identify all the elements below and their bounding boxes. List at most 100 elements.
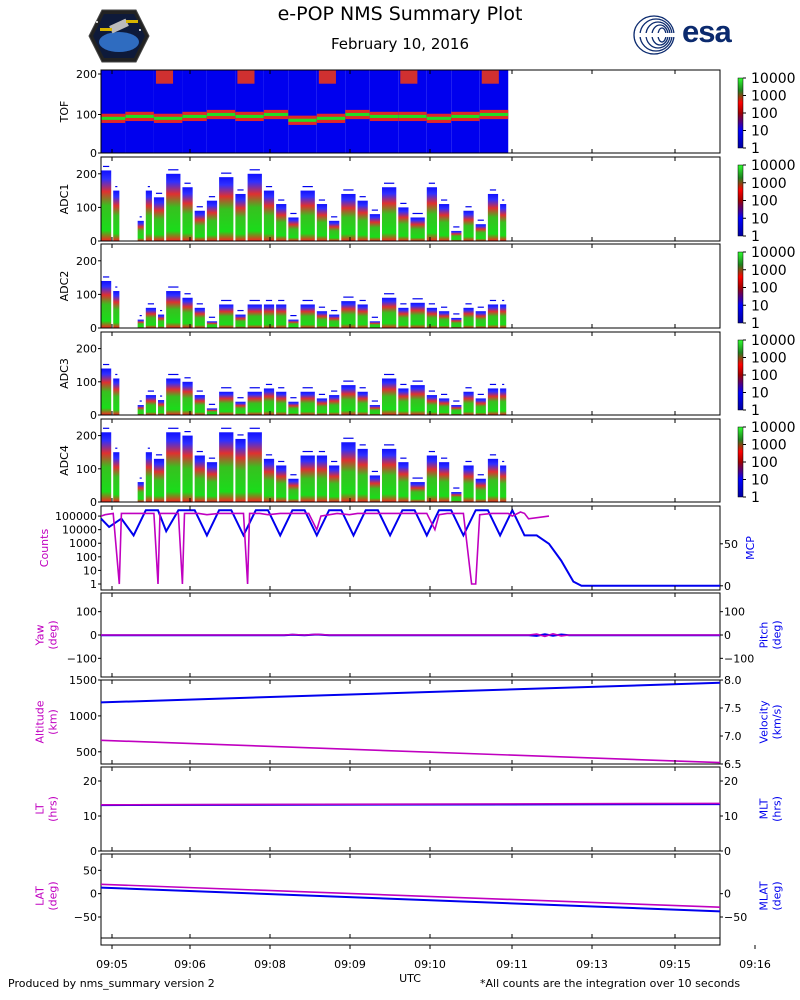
adc2-bar bbox=[182, 297, 193, 328]
adc2-bar bbox=[276, 304, 287, 328]
tof-block bbox=[288, 70, 317, 153]
adc4-bar bbox=[316, 455, 328, 502]
adc4-bar bbox=[398, 462, 409, 502]
lt-mlt-left-tick-label: 10 bbox=[83, 810, 97, 823]
tof-band-core bbox=[101, 116, 126, 120]
lt-mlt-right-label: MLT (hrs) bbox=[758, 796, 784, 822]
adc1-y-tick-label: 200 bbox=[76, 168, 97, 181]
adc2-bar bbox=[475, 311, 486, 328]
tof-band-core bbox=[451, 114, 480, 118]
lat-mlat-left-label: LAT (deg) bbox=[34, 881, 60, 910]
adc3-bar bbox=[475, 398, 486, 415]
adc1-bar bbox=[463, 210, 474, 241]
adc3-bar bbox=[101, 368, 112, 415]
adc3-bar bbox=[288, 401, 299, 415]
colorbar-tick-label: 10000 bbox=[751, 420, 796, 436]
adc3-bar bbox=[137, 405, 144, 415]
lt-mlt-right-tick-label: 10 bbox=[724, 810, 738, 823]
adc2-bar bbox=[316, 311, 328, 328]
altitude-velocity-left-label: Altitude (km) bbox=[34, 700, 60, 743]
yaw-pitch-left-tick-label: 100 bbox=[76, 606, 97, 619]
tof-block bbox=[153, 70, 183, 153]
tof-spike bbox=[237, 70, 255, 84]
tof-band-core bbox=[369, 114, 399, 118]
tof-band-core bbox=[153, 116, 183, 120]
adc1-bar bbox=[182, 187, 193, 241]
adc2-bar bbox=[426, 307, 438, 328]
svg-text:ADC3: ADC3 bbox=[58, 358, 71, 389]
adc1-bar bbox=[101, 170, 112, 241]
lat-mlat-left-series bbox=[100, 883, 721, 908]
colorbar-tick-label: 100 bbox=[751, 455, 778, 471]
lat-mlat-right-tick-label: 0 bbox=[724, 888, 731, 901]
adc4-bar bbox=[153, 458, 165, 502]
lt-mlt-right-tick-label: 20 bbox=[724, 775, 738, 788]
adc4-bar bbox=[194, 455, 205, 502]
adc3-bar bbox=[410, 385, 425, 415]
adc4-bar bbox=[276, 465, 287, 502]
adc4-bar bbox=[463, 465, 474, 502]
esa-logo-text: esa bbox=[682, 14, 732, 49]
colorbar-tick-label: 1 bbox=[751, 403, 760, 419]
altitude-velocity-left-tick-label: 1500 bbox=[69, 674, 97, 687]
adc4-bar bbox=[247, 432, 262, 502]
adc2-bar bbox=[463, 307, 474, 328]
adc4-bar bbox=[219, 432, 234, 502]
altitude-velocity-panel-frame bbox=[100, 679, 721, 765]
colorbar-tick-label: 10000 bbox=[751, 245, 796, 261]
adc4-bar bbox=[487, 458, 499, 502]
lat-mlat-left-tick-label: 0 bbox=[90, 888, 97, 901]
counts-mcp-right-series bbox=[100, 507, 720, 587]
tof-block bbox=[369, 70, 399, 153]
svg-text:LT: LT bbox=[34, 803, 47, 815]
colorbar-tick-label: 100 bbox=[751, 194, 778, 210]
adc1-bar bbox=[451, 230, 462, 241]
colorbar-tick-label: 10000 bbox=[751, 158, 796, 174]
x-axis-tick-label: 09:05 bbox=[96, 958, 128, 971]
tof-block bbox=[426, 70, 452, 153]
adc3-bar bbox=[316, 398, 328, 415]
altitude-velocity-left-tick-label: 500 bbox=[76, 746, 97, 759]
adc3-bar bbox=[451, 405, 462, 415]
adc3-bar bbox=[235, 401, 246, 415]
svg-text:(deg): (deg) bbox=[47, 620, 60, 649]
plot-date: February 10, 2016 bbox=[330, 35, 470, 53]
footer-note: *All counts are the integration over 10 … bbox=[480, 977, 741, 990]
adc3-y-tick-label: 0 bbox=[90, 409, 97, 422]
adc4-bar bbox=[329, 465, 340, 502]
adc1-bar bbox=[300, 190, 315, 241]
adc1-bar bbox=[487, 193, 499, 241]
lat-mlat-right-tick-label: −50 bbox=[724, 911, 747, 924]
tof-band-core bbox=[182, 114, 207, 118]
svg-text:ADC4: ADC4 bbox=[58, 445, 71, 476]
adc2-bar bbox=[500, 304, 507, 328]
adc2-bar bbox=[329, 314, 340, 328]
yaw-pitch-left-tick-label: −100 bbox=[67, 652, 97, 665]
svg-text:Yaw: Yaw bbox=[34, 625, 47, 647]
lt-mlt-right-tick-label: 0 bbox=[724, 845, 731, 858]
adc1-bar bbox=[316, 204, 328, 241]
adc2-panel-frame bbox=[100, 243, 721, 329]
adc1-bar bbox=[276, 204, 287, 241]
adc2-bar bbox=[145, 307, 157, 328]
lt-mlt-panel-frame bbox=[100, 766, 721, 852]
x-axis-tick-label: 09:15 bbox=[659, 958, 691, 971]
svg-text:Pitch: Pitch bbox=[758, 622, 771, 649]
adc3-bar bbox=[300, 391, 315, 415]
adc1-y-tick-label: 100 bbox=[76, 201, 97, 214]
tof-block bbox=[182, 70, 207, 153]
adc1-bar bbox=[206, 200, 218, 241]
adc1-y-tick-label: 0 bbox=[90, 235, 97, 248]
adc1-bar bbox=[369, 214, 380, 241]
adc3-bar bbox=[182, 381, 193, 415]
adc4-bar bbox=[101, 432, 112, 502]
plot-title: e-POP NMS Summary Plot bbox=[277, 3, 523, 25]
adc2-bar bbox=[113, 291, 120, 328]
svg-text:Counts: Counts bbox=[38, 529, 51, 568]
svg-text:(hrs): (hrs) bbox=[47, 796, 60, 822]
colorbar bbox=[737, 426, 744, 498]
adc4-bar bbox=[206, 462, 218, 502]
svg-text:(km/s): (km/s) bbox=[771, 704, 784, 739]
x-axis-tick-label: 09:09 bbox=[334, 958, 366, 971]
adc2-bar bbox=[487, 304, 499, 328]
